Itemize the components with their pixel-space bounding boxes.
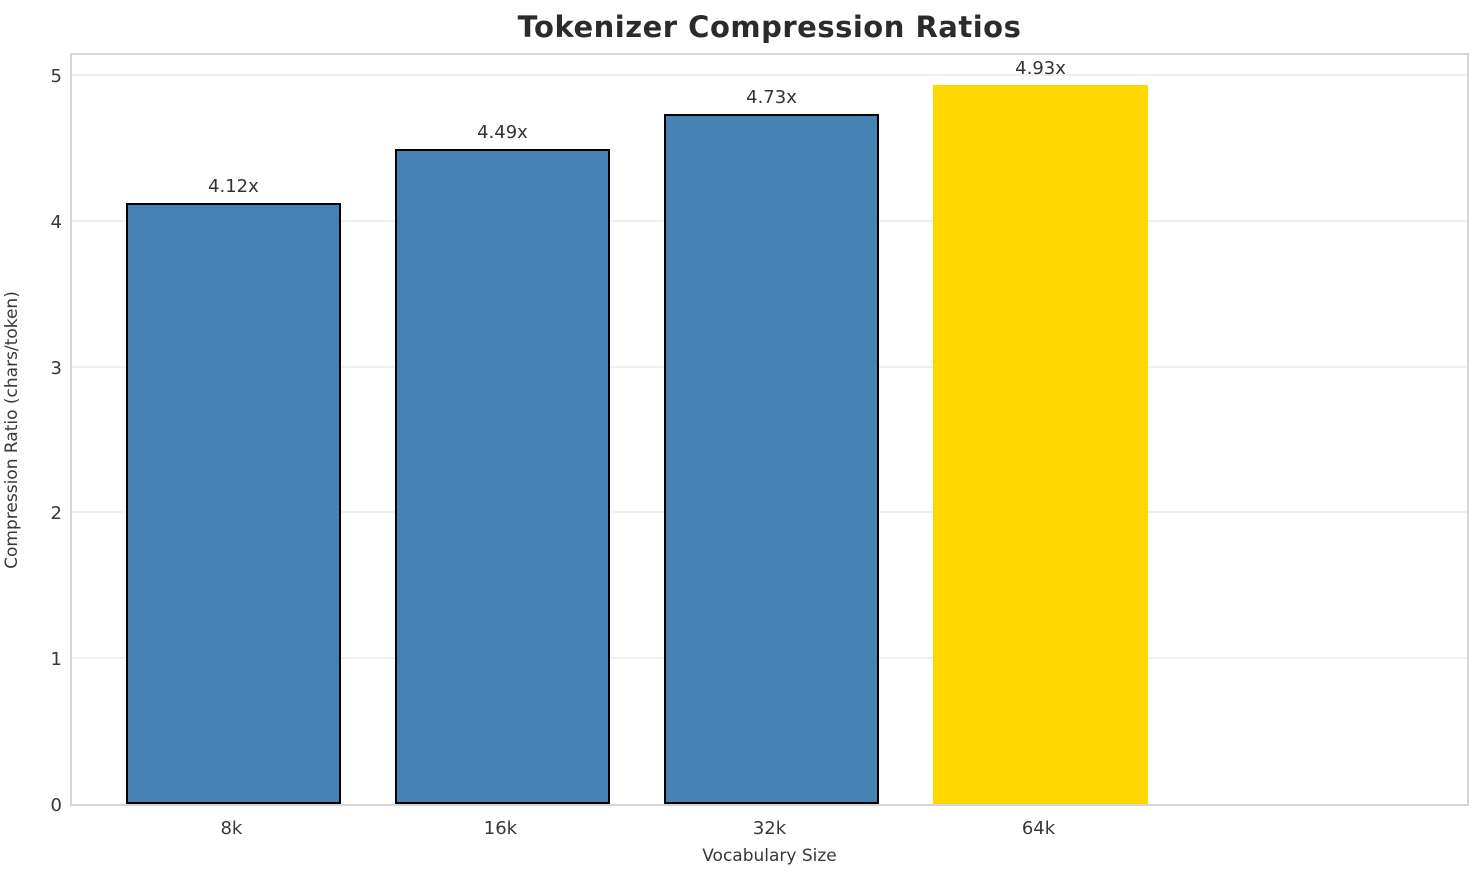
- x-tick-label-32k: 32k: [752, 818, 787, 839]
- x-tick-label-8k: 8k: [220, 818, 243, 839]
- bar-32k: [663, 114, 880, 804]
- y-axis-label: Compression Ratio (chars/token): [2, 291, 22, 569]
- bar-16k: [394, 149, 611, 804]
- y-tick-label-2: 2: [50, 503, 62, 525]
- bar-value-label-64k: 4.93x: [1015, 58, 1066, 80]
- bar-value-label-32k: 4.73x: [746, 87, 797, 109]
- chart-title: Tokenizer Compression Ratios: [517, 10, 1022, 44]
- y-tick-label-5: 5: [50, 66, 62, 87]
- x-axis-label: Vocabulary Size: [702, 846, 837, 866]
- plot-area: 4.12x 4.49x 4.73x 4.93x: [70, 53, 1469, 806]
- y-tick-label-1: 1: [50, 649, 62, 671]
- x-tick-label-16k: 16k: [483, 818, 518, 839]
- y-tick-label-4: 4: [50, 211, 62, 233]
- gridline-y-5: [72, 74, 1467, 76]
- bar-value-label-16k: 4.49x: [477, 122, 528, 144]
- bar-value-label-8k: 4.12x: [208, 176, 259, 198]
- x-tick-label-64k: 64k: [1021, 818, 1056, 839]
- bar-64k: [932, 85, 1149, 804]
- bar-8k: [125, 203, 342, 804]
- y-tick-label-0: 0: [50, 795, 62, 816]
- y-tick-label-3: 3: [50, 357, 62, 379]
